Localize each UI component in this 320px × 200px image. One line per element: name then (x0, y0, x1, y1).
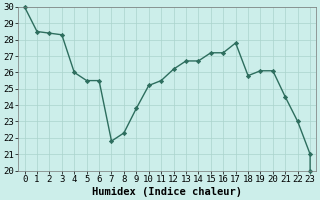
X-axis label: Humidex (Indice chaleur): Humidex (Indice chaleur) (92, 186, 242, 197)
